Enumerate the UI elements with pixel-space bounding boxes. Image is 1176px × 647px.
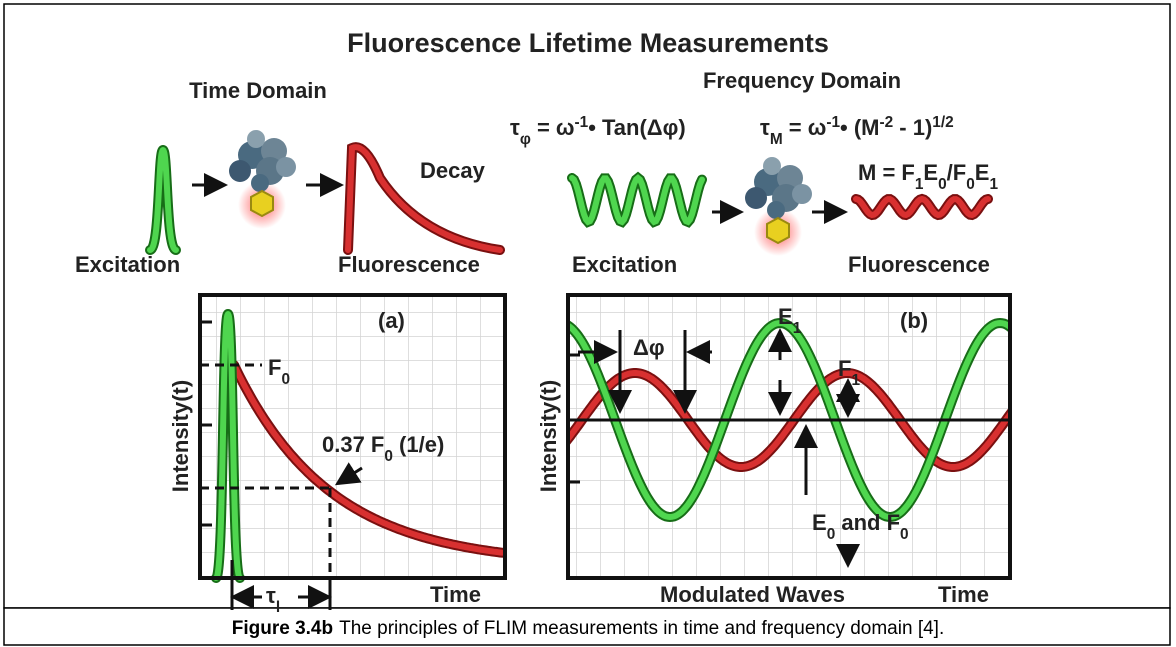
- axis-label: Time: [938, 582, 989, 607]
- subscript: 0: [938, 176, 947, 193]
- subscript: M: [770, 131, 783, 148]
- text-part: E: [923, 160, 938, 185]
- title: Fluorescence Lifetime Measurements: [347, 28, 829, 58]
- text-part: 0.37 F: [322, 432, 384, 457]
- caption: Figure 3.4b The principles of FLIM measur…: [232, 618, 944, 639]
- label: τl: [266, 583, 280, 616]
- subscript: 0: [281, 371, 290, 388]
- caption-label: Figure 3.4b: [232, 618, 333, 639]
- text-part: = ω: [783, 115, 827, 140]
- wave: [853, 195, 991, 219]
- heading: Time Domain: [189, 78, 327, 103]
- illustration: [145, 129, 993, 257]
- panel-b-graphics: [568, 317, 1010, 523]
- panel-b-frame: [566, 293, 1012, 580]
- text-part: τ: [760, 115, 770, 140]
- subscript: 0: [900, 526, 909, 543]
- formula: M = F1E0/F0E1: [858, 160, 998, 193]
- text-part: E: [975, 160, 990, 185]
- label: Excitation: [75, 252, 180, 277]
- subscript: l: [276, 599, 280, 616]
- text-part: /F: [947, 160, 967, 185]
- wave: [568, 370, 1010, 470]
- subscript: φ: [520, 131, 531, 148]
- subscript: 0: [827, 526, 836, 543]
- label: Decay: [420, 158, 486, 183]
- label: Fluorescence: [848, 252, 990, 277]
- subscript: 1: [915, 176, 924, 193]
- text-part: τ: [510, 115, 520, 140]
- text-part: - 1): [893, 115, 932, 140]
- supscript: -2: [879, 114, 893, 131]
- subscript: 0: [966, 176, 975, 193]
- subscript: 1: [851, 372, 860, 389]
- heading: Frequency Domain: [703, 68, 901, 93]
- text-part: and F: [835, 510, 900, 535]
- formula: τM = ω-1• (M-2 - 1)1/2: [760, 114, 954, 148]
- subscript: 0: [384, 448, 393, 465]
- caption-frame: [3, 607, 1171, 646]
- text-part: E: [812, 510, 827, 535]
- wave: [568, 319, 1010, 521]
- panel-label: (b): [900, 308, 928, 333]
- panel-a-grid: [200, 295, 505, 578]
- label: E0 and F0: [812, 510, 909, 543]
- label: F1: [838, 356, 860, 389]
- text-part: τ: [266, 583, 276, 608]
- axis-label: Time: [430, 582, 481, 607]
- text-part: M = F: [858, 160, 915, 185]
- wave: [569, 174, 705, 226]
- label: F0: [268, 355, 290, 388]
- text-part: = ω: [531, 115, 575, 140]
- supscript: 1/2: [932, 114, 953, 131]
- label: 0.37 F0 (1/e): [322, 432, 444, 465]
- caption-text: The principles of FLIM measurements in t…: [339, 618, 944, 639]
- panel-a-frame: [198, 293, 507, 580]
- text-part: (1/e): [393, 432, 444, 457]
- text-part: F: [268, 355, 281, 380]
- label: E1: [778, 304, 802, 337]
- text-part: • Tan(Δφ): [588, 115, 686, 140]
- supscript: -1: [826, 114, 840, 131]
- axis-label: Modulated Waves: [660, 582, 845, 607]
- label: Δφ: [633, 335, 665, 360]
- supscript: -1: [575, 114, 589, 131]
- text-part: F: [838, 356, 851, 381]
- panel-b-annotations: [568, 328, 1010, 568]
- text-part: • (M: [840, 115, 879, 140]
- label: Excitation: [572, 252, 677, 277]
- label: Fluorescence: [338, 252, 480, 277]
- axis-label: Intensity(t): [536, 380, 561, 492]
- formula: τφ = ω-1• Tan(Δφ): [510, 114, 686, 148]
- axis-label: Intensity(t): [168, 380, 193, 492]
- panel-label: (a): [378, 308, 405, 333]
- text-part: E: [778, 304, 793, 329]
- panel-a-graphics: [200, 308, 507, 610]
- subscript: 1: [793, 320, 802, 337]
- subscript: 1: [989, 176, 998, 193]
